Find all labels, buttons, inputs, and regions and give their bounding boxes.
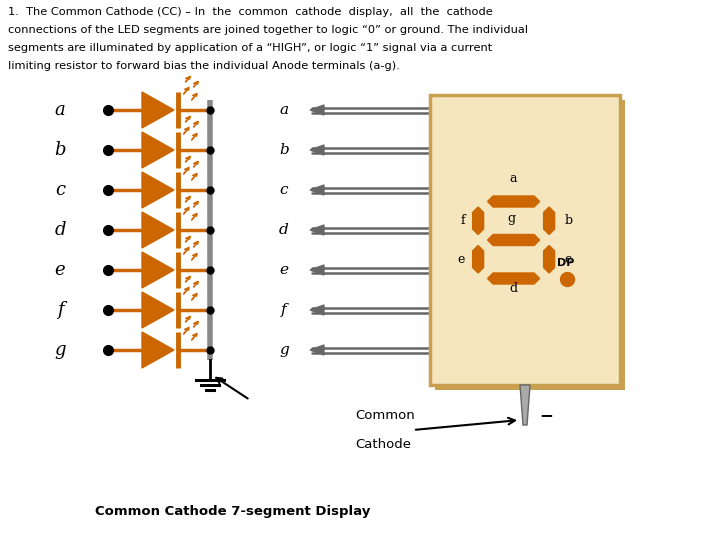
Text: b: b xyxy=(54,141,66,159)
Polygon shape xyxy=(310,265,324,275)
Polygon shape xyxy=(544,246,554,273)
Bar xyxy=(435,100,625,390)
Polygon shape xyxy=(487,196,539,207)
Polygon shape xyxy=(310,105,324,115)
Text: Cathode: Cathode xyxy=(355,438,411,451)
Polygon shape xyxy=(487,234,539,246)
Polygon shape xyxy=(142,92,174,128)
Text: e: e xyxy=(279,263,289,277)
Polygon shape xyxy=(142,132,174,168)
Text: b: b xyxy=(564,214,572,227)
Text: d: d xyxy=(510,282,518,295)
Polygon shape xyxy=(310,185,324,195)
Text: g: g xyxy=(54,341,66,359)
Bar xyxy=(430,95,620,385)
Polygon shape xyxy=(142,252,174,288)
Text: f: f xyxy=(57,301,63,319)
Text: f: f xyxy=(282,303,287,317)
Text: −: − xyxy=(539,406,553,424)
Text: f: f xyxy=(461,214,465,227)
Polygon shape xyxy=(310,305,324,315)
Text: c: c xyxy=(280,183,288,197)
Polygon shape xyxy=(142,172,174,208)
Polygon shape xyxy=(310,225,324,235)
Polygon shape xyxy=(142,292,174,328)
Text: g: g xyxy=(279,343,289,357)
Polygon shape xyxy=(142,332,174,368)
Polygon shape xyxy=(472,207,484,234)
Text: g: g xyxy=(508,212,516,225)
Polygon shape xyxy=(544,207,554,234)
Text: e: e xyxy=(458,253,465,266)
Text: Common Cathode 7-segment Display: Common Cathode 7-segment Display xyxy=(95,505,370,518)
Polygon shape xyxy=(142,212,174,248)
Text: a: a xyxy=(510,172,518,185)
Polygon shape xyxy=(487,273,539,284)
Text: segments are illuminated by application of a “HIGH”, or logic “1” signal via a c: segments are illuminated by application … xyxy=(8,43,492,53)
Text: 1.  The Common Cathode (CC) – In  the  common  cathode  display,  all  the  cath: 1. The Common Cathode (CC) – In the comm… xyxy=(8,7,492,17)
Polygon shape xyxy=(520,385,530,425)
Text: limiting resistor to forward bias the individual Anode terminals (a-g).: limiting resistor to forward bias the in… xyxy=(8,61,400,71)
Text: d: d xyxy=(54,221,66,239)
Text: a: a xyxy=(279,103,289,117)
Text: d: d xyxy=(279,223,289,237)
Text: b: b xyxy=(279,143,289,157)
Polygon shape xyxy=(310,345,324,355)
Text: c: c xyxy=(55,181,65,199)
Polygon shape xyxy=(310,145,324,155)
Polygon shape xyxy=(472,246,484,273)
Text: a: a xyxy=(55,101,66,119)
Text: c: c xyxy=(564,253,571,266)
Text: e: e xyxy=(55,261,66,279)
Text: DP: DP xyxy=(557,259,575,268)
Text: Common: Common xyxy=(355,409,415,422)
Text: connections of the LED segments are joined together to logic “0” or ground. The : connections of the LED segments are join… xyxy=(8,25,528,35)
